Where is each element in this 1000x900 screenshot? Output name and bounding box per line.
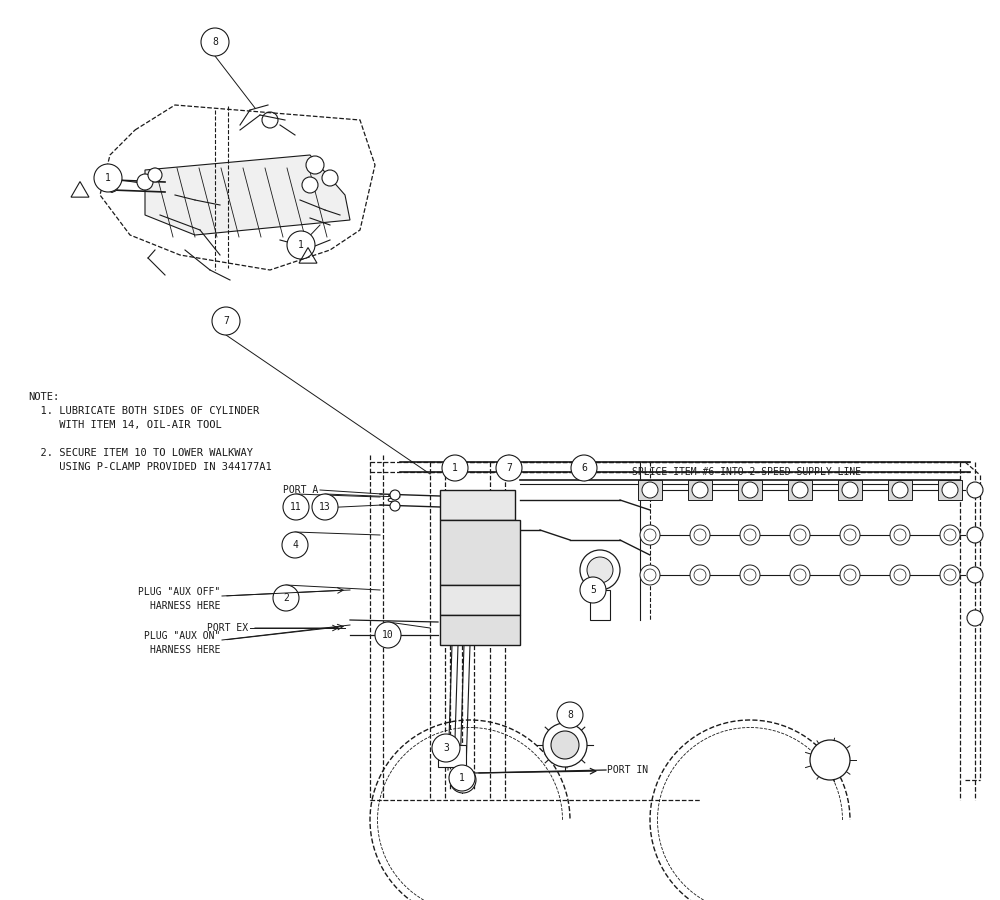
Circle shape — [94, 164, 122, 192]
Text: PLUG "AUX OFF": PLUG "AUX OFF" — [138, 587, 220, 597]
Circle shape — [790, 525, 810, 545]
Circle shape — [580, 577, 606, 603]
Text: PORT EX: PORT EX — [207, 623, 248, 633]
Text: ƨ: ƨ — [387, 492, 393, 506]
Circle shape — [306, 156, 324, 174]
Text: 8: 8 — [212, 37, 218, 47]
Circle shape — [892, 482, 908, 498]
Circle shape — [450, 767, 476, 793]
Circle shape — [212, 307, 240, 335]
Text: 5: 5 — [590, 585, 596, 595]
Circle shape — [302, 177, 318, 193]
Circle shape — [390, 490, 400, 500]
Circle shape — [842, 482, 858, 498]
Circle shape — [375, 622, 401, 648]
Text: 7: 7 — [223, 316, 229, 326]
Circle shape — [642, 482, 658, 498]
Circle shape — [790, 565, 810, 585]
Circle shape — [442, 455, 468, 481]
Circle shape — [580, 550, 620, 590]
Text: 1: 1 — [452, 463, 458, 473]
Polygon shape — [145, 155, 350, 235]
Text: 3: 3 — [443, 743, 449, 753]
Circle shape — [890, 525, 910, 545]
Circle shape — [967, 567, 983, 583]
Text: 4: 4 — [292, 540, 298, 550]
Circle shape — [640, 525, 660, 545]
FancyBboxPatch shape — [788, 480, 812, 500]
Circle shape — [690, 565, 710, 585]
Text: 2: 2 — [283, 593, 289, 603]
Circle shape — [967, 482, 983, 498]
FancyBboxPatch shape — [688, 480, 712, 500]
Circle shape — [201, 28, 229, 56]
Circle shape — [282, 532, 308, 558]
Text: SPLICE ITEM #6 INTO 2-SPEED SUPPLY LINE: SPLICE ITEM #6 INTO 2-SPEED SUPPLY LINE — [632, 467, 861, 477]
Text: PLUG "AUX ON": PLUG "AUX ON" — [144, 631, 220, 641]
Text: PORT A: PORT A — [283, 485, 318, 495]
Text: 10: 10 — [382, 630, 394, 640]
Circle shape — [942, 482, 958, 498]
Circle shape — [106, 180, 118, 192]
Text: 11: 11 — [290, 502, 302, 512]
Circle shape — [432, 734, 460, 762]
Circle shape — [496, 455, 522, 481]
Circle shape — [322, 170, 338, 186]
Text: HARNESS HERE: HARNESS HERE — [150, 645, 220, 655]
FancyBboxPatch shape — [438, 745, 466, 767]
Circle shape — [740, 525, 760, 545]
Circle shape — [390, 501, 400, 511]
Circle shape — [840, 565, 860, 585]
Circle shape — [690, 525, 710, 545]
FancyBboxPatch shape — [440, 520, 520, 585]
Text: HARNESS HERE: HARNESS HERE — [150, 601, 220, 611]
FancyBboxPatch shape — [838, 480, 862, 500]
Circle shape — [940, 525, 960, 545]
Circle shape — [940, 565, 960, 585]
FancyBboxPatch shape — [738, 480, 762, 500]
Text: 6: 6 — [581, 463, 587, 473]
Text: 13: 13 — [319, 502, 331, 512]
Text: 8: 8 — [567, 710, 573, 720]
FancyBboxPatch shape — [590, 590, 610, 620]
Circle shape — [543, 723, 587, 767]
Circle shape — [967, 610, 983, 626]
Circle shape — [148, 168, 162, 182]
Text: PORT B: PORT B — [283, 503, 318, 513]
Circle shape — [273, 585, 299, 611]
FancyBboxPatch shape — [440, 490, 515, 520]
Circle shape — [742, 482, 758, 498]
Circle shape — [640, 565, 660, 585]
Text: NOTE:
  1. LUBRICATE BOTH SIDES OF CYLINDER
     WITH ITEM 14, OIL-AIR TOOL

  2: NOTE: 1. LUBRICATE BOTH SIDES OF CYLINDE… — [28, 392, 272, 472]
Circle shape — [557, 702, 583, 728]
Circle shape — [692, 482, 708, 498]
Circle shape — [283, 494, 309, 520]
Circle shape — [740, 565, 760, 585]
FancyBboxPatch shape — [938, 480, 962, 500]
Circle shape — [571, 455, 597, 481]
Circle shape — [967, 527, 983, 543]
FancyBboxPatch shape — [888, 480, 912, 500]
Text: 7: 7 — [506, 463, 512, 473]
Circle shape — [287, 231, 315, 259]
Circle shape — [890, 565, 910, 585]
Circle shape — [551, 731, 579, 759]
Circle shape — [449, 765, 475, 791]
Circle shape — [137, 174, 153, 190]
Circle shape — [840, 525, 860, 545]
Circle shape — [587, 557, 613, 583]
Text: PORT IN: PORT IN — [607, 765, 648, 775]
Text: 1: 1 — [298, 240, 304, 250]
FancyBboxPatch shape — [638, 480, 662, 500]
Circle shape — [312, 494, 338, 520]
Circle shape — [792, 482, 808, 498]
Circle shape — [810, 740, 850, 780]
FancyBboxPatch shape — [440, 585, 520, 615]
Text: 1: 1 — [105, 173, 111, 183]
FancyBboxPatch shape — [440, 615, 520, 645]
Text: 1: 1 — [459, 773, 465, 783]
